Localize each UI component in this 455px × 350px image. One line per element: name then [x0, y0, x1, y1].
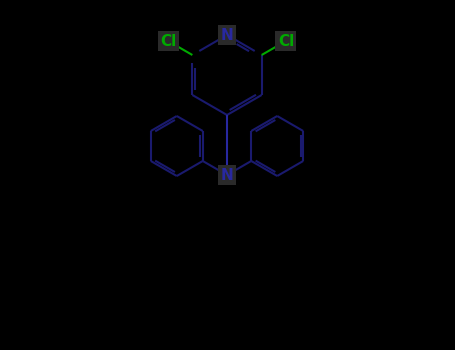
- Text: N: N: [221, 168, 233, 182]
- Text: N: N: [221, 28, 233, 42]
- Text: Cl: Cl: [160, 34, 176, 49]
- Text: Cl: Cl: [278, 34, 294, 49]
